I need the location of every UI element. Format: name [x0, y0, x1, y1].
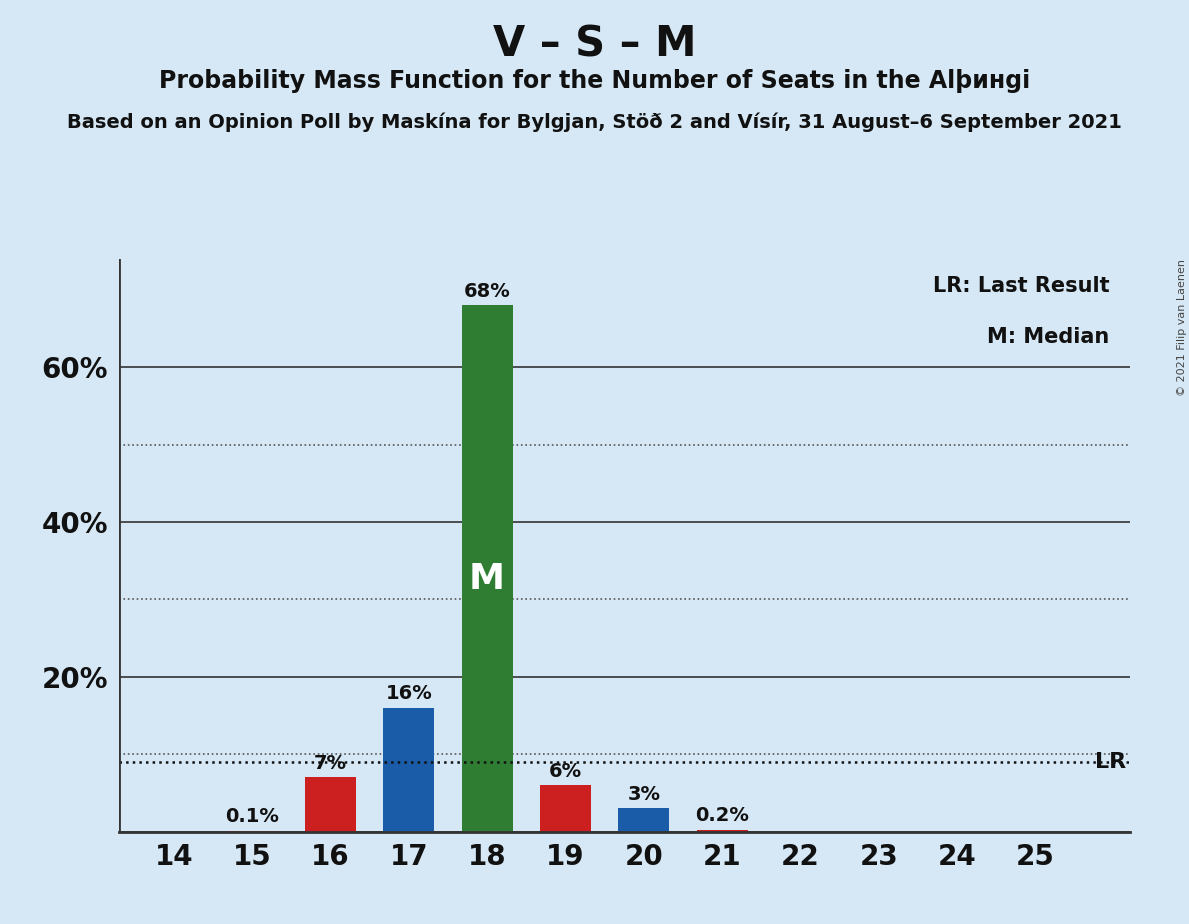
Text: LR: LR: [1095, 752, 1126, 772]
Text: 68%: 68%: [464, 282, 510, 300]
Text: 7%: 7%: [314, 754, 347, 772]
Bar: [618, 808, 669, 832]
Bar: [383, 708, 434, 832]
Text: 3%: 3%: [628, 784, 660, 804]
Bar: [697, 830, 748, 832]
Text: © 2021 Filip van Laenen: © 2021 Filip van Laenen: [1177, 259, 1187, 395]
Text: Based on an Opinion Poll by Maskína for Bylgjan, Stöð 2 and Vísír, 31 August–6 S: Based on an Opinion Poll by Maskína for …: [67, 113, 1122, 132]
Text: M: Median: M: Median: [987, 327, 1109, 347]
Bar: [304, 777, 356, 832]
Text: M: M: [470, 562, 505, 596]
Bar: [540, 785, 591, 832]
Bar: [461, 305, 512, 832]
Text: 16%: 16%: [385, 684, 432, 703]
Text: 0.1%: 0.1%: [225, 808, 279, 826]
Text: Probability Mass Function for the Number of Seats in the Alþинgi: Probability Mass Function for the Number…: [159, 69, 1030, 93]
Text: 0.2%: 0.2%: [696, 807, 749, 825]
Text: LR: Last Result: LR: Last Result: [932, 276, 1109, 296]
Text: 6%: 6%: [549, 761, 583, 781]
Text: V – S – M: V – S – M: [492, 23, 697, 65]
